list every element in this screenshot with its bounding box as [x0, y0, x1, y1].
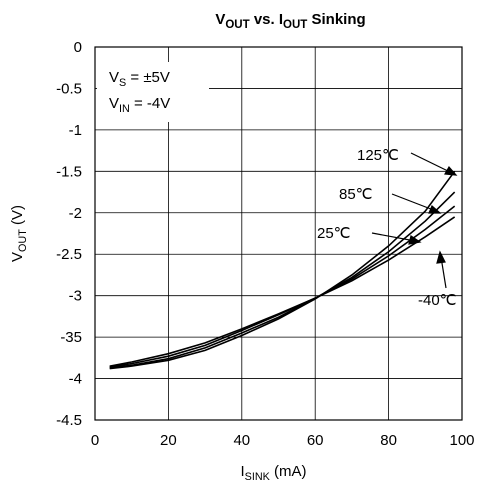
chart-title-part: vs. I: [250, 11, 283, 28]
annotation: VS = ±5V: [109, 69, 170, 89]
x-tick-label: 20: [160, 432, 177, 449]
annotation-part: S: [119, 77, 126, 89]
arrow: [371, 232, 416, 242]
x-tick-label: 80: [380, 432, 397, 449]
x-tick-label: 40: [233, 432, 250, 449]
annotation-part: = -4V: [130, 95, 170, 112]
annotation-part: V: [109, 69, 119, 86]
series-label: 125℃: [357, 147, 399, 164]
series-label: -40℃: [418, 292, 457, 309]
annotation-box: [97, 62, 209, 122]
y-tick-label: -1.5: [56, 163, 82, 180]
series-label: 85℃: [339, 186, 373, 203]
arrow-head: [408, 235, 422, 245]
chart-title: VOUT vs. IOUT Sinking: [215, 11, 365, 31]
y-axis-label: VOUT (V): [9, 205, 29, 262]
y-axis-label-part: (V): [9, 205, 26, 229]
y-tick-label: -35: [60, 329, 82, 346]
series-line: [109, 170, 456, 370]
y-tick-label: -2.5: [56, 246, 82, 263]
chart-title-part: V: [215, 11, 225, 28]
annotation-part: = ±5V: [126, 69, 170, 86]
plot-frame: [94, 46, 463, 421]
arrow-head: [444, 165, 458, 176]
x-tick-label: 100: [449, 432, 474, 449]
x-axis-label-part: (mA): [270, 463, 307, 480]
chart-title-part: OUT: [225, 19, 249, 31]
series-line: [109, 205, 456, 368]
y-axis-label-part: V: [9, 252, 26, 262]
x-tick-label: 0: [91, 432, 99, 449]
chart-title-part: Sinking: [307, 11, 365, 28]
arrow-head: [428, 205, 442, 214]
arrow-head: [436, 250, 446, 264]
y-tick-label: 0: [74, 39, 82, 56]
y-tick-label: -4: [69, 371, 82, 388]
arrow: [391, 193, 437, 212]
y-tick-label: -1: [69, 122, 82, 139]
series-line: [109, 216, 456, 367]
x-axis-label-part: SINK: [245, 471, 271, 483]
y-tick-label: -4.5: [56, 412, 82, 429]
x-axis-label-part: I: [240, 463, 244, 480]
annotation-part: V: [109, 95, 119, 112]
y-tick-label: -3: [69, 288, 82, 305]
annotation: VIN = -4V: [109, 95, 170, 115]
chart-title-part: OUT: [283, 19, 307, 31]
annotation-part: IN: [119, 103, 130, 115]
series-label: 25℃: [317, 225, 351, 242]
y-tick-label: -2: [69, 205, 82, 222]
series-line: [109, 191, 456, 369]
x-axis-label: ISINK (mA): [240, 463, 306, 483]
y-axis-label-part: OUT: [17, 229, 29, 252]
x-tick-label: 60: [307, 432, 324, 449]
arrow: [410, 152, 453, 174]
y-tick-label: -0.5: [56, 80, 82, 97]
